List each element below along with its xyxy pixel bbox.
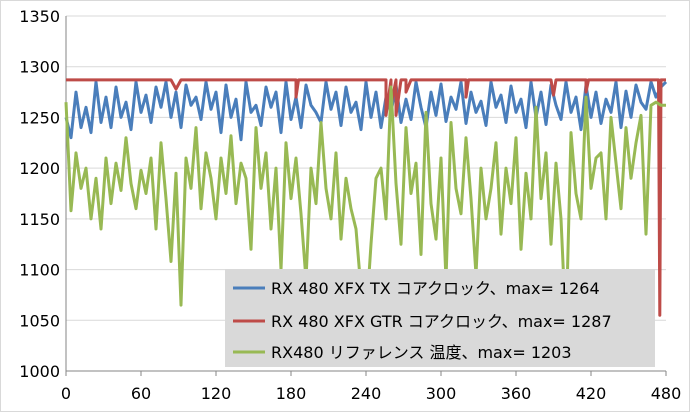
y-tick-label: 1050: [19, 311, 60, 330]
series-line-tx: [64, 80, 668, 142]
y-tick-label: 1150: [19, 210, 60, 229]
x-tick-label: 420: [576, 384, 607, 403]
y-tick-label: 1200: [19, 159, 60, 178]
y-tick-label: 1100: [19, 261, 60, 280]
legend-label-tx: RX 480 XFX TX コアクロック、max= 1264: [271, 279, 600, 298]
legend-entry-reference: RX480 リファレンス 温度、max= 1203: [233, 343, 572, 362]
legend-entry-tx: RX 480 XFX TX コアクロック、max= 1264: [233, 279, 600, 298]
x-tick-label: 360: [501, 384, 532, 403]
legend-label-gtr: RX 480 XFX GTR コアクロック、max= 1287: [271, 312, 612, 331]
x-tick-label: 60: [131, 384, 151, 403]
x-tick-label: 480: [651, 384, 682, 403]
legend: RX 480 XFX TX コアクロック、max= 1264 RX 480 XF…: [225, 269, 655, 367]
legend-label-reference: RX480 リファレンス 温度、max= 1203: [271, 343, 572, 362]
y-tick-label: 1250: [19, 108, 60, 127]
y-axis-ticks: 1000 1050 1100 1150 1200 1250 1300 1350: [19, 7, 60, 381]
legend-entry-gtr: RX 480 XFX GTR コアクロック、max= 1287: [233, 312, 612, 331]
gridlines: [65, 15, 666, 372]
x-tick-label: 0: [61, 384, 71, 403]
x-tick-label: 120: [201, 384, 232, 403]
y-tick-label: 1350: [19, 7, 60, 26]
x-tick-label: 240: [351, 384, 382, 403]
x-axis-ticks: 0 60 120 180 240 300 360 420 480: [61, 371, 681, 403]
x-tick-label: 180: [276, 384, 307, 403]
series-line-gtr: [66, 78, 666, 317]
y-tick-label: 1300: [19, 58, 60, 77]
y-tick-label: 1000: [19, 362, 60, 381]
x-tick-label: 300: [426, 384, 457, 403]
legend-background: [225, 269, 655, 367]
